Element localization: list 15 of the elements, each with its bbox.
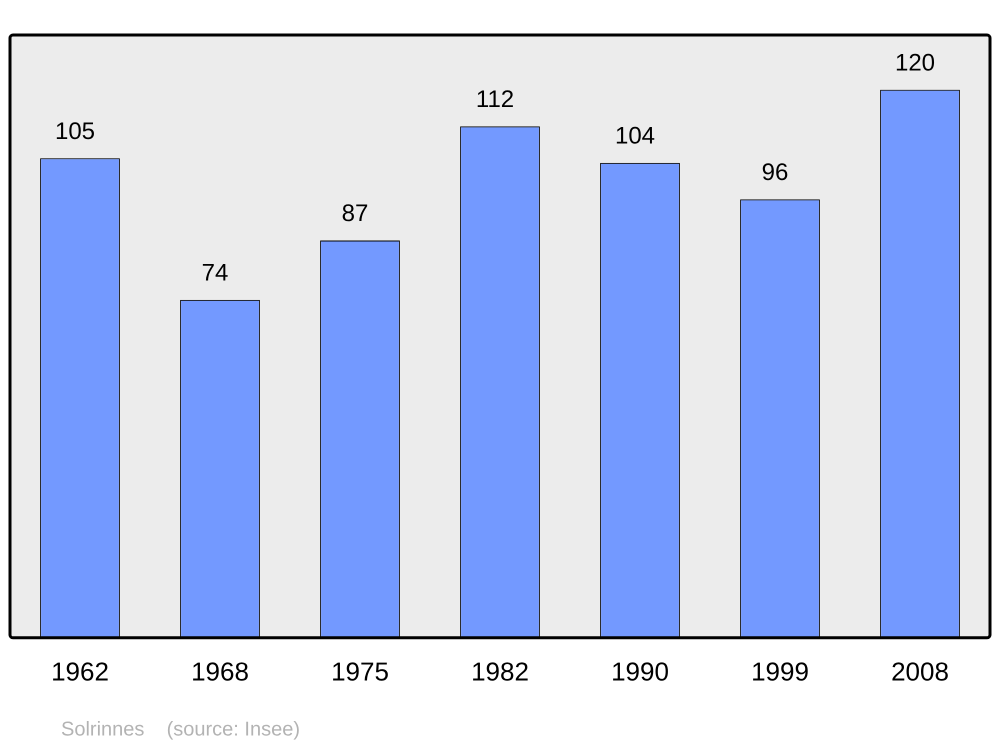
data-label: 105: [54, 118, 96, 145]
x-tick-label: 1982: [471, 656, 529, 687]
data-label: 74: [202, 259, 228, 286]
data-label: 104: [614, 122, 656, 150]
x-tick-label: 2008: [891, 656, 949, 687]
x-tick-label: 1962: [51, 656, 109, 687]
x-tick-label: 1990: [611, 656, 669, 687]
text: Solrinnes (source: Insee): [61, 718, 300, 741]
data-label: 96: [762, 159, 788, 186]
x-tick-label: 1975: [331, 656, 389, 687]
x-tick-label: 1968: [191, 656, 249, 687]
data-label: 120: [894, 49, 936, 76]
x-tick-label: 1999: [751, 656, 809, 687]
data-label: 112: [476, 86, 514, 113]
data-label: 87: [342, 200, 368, 228]
